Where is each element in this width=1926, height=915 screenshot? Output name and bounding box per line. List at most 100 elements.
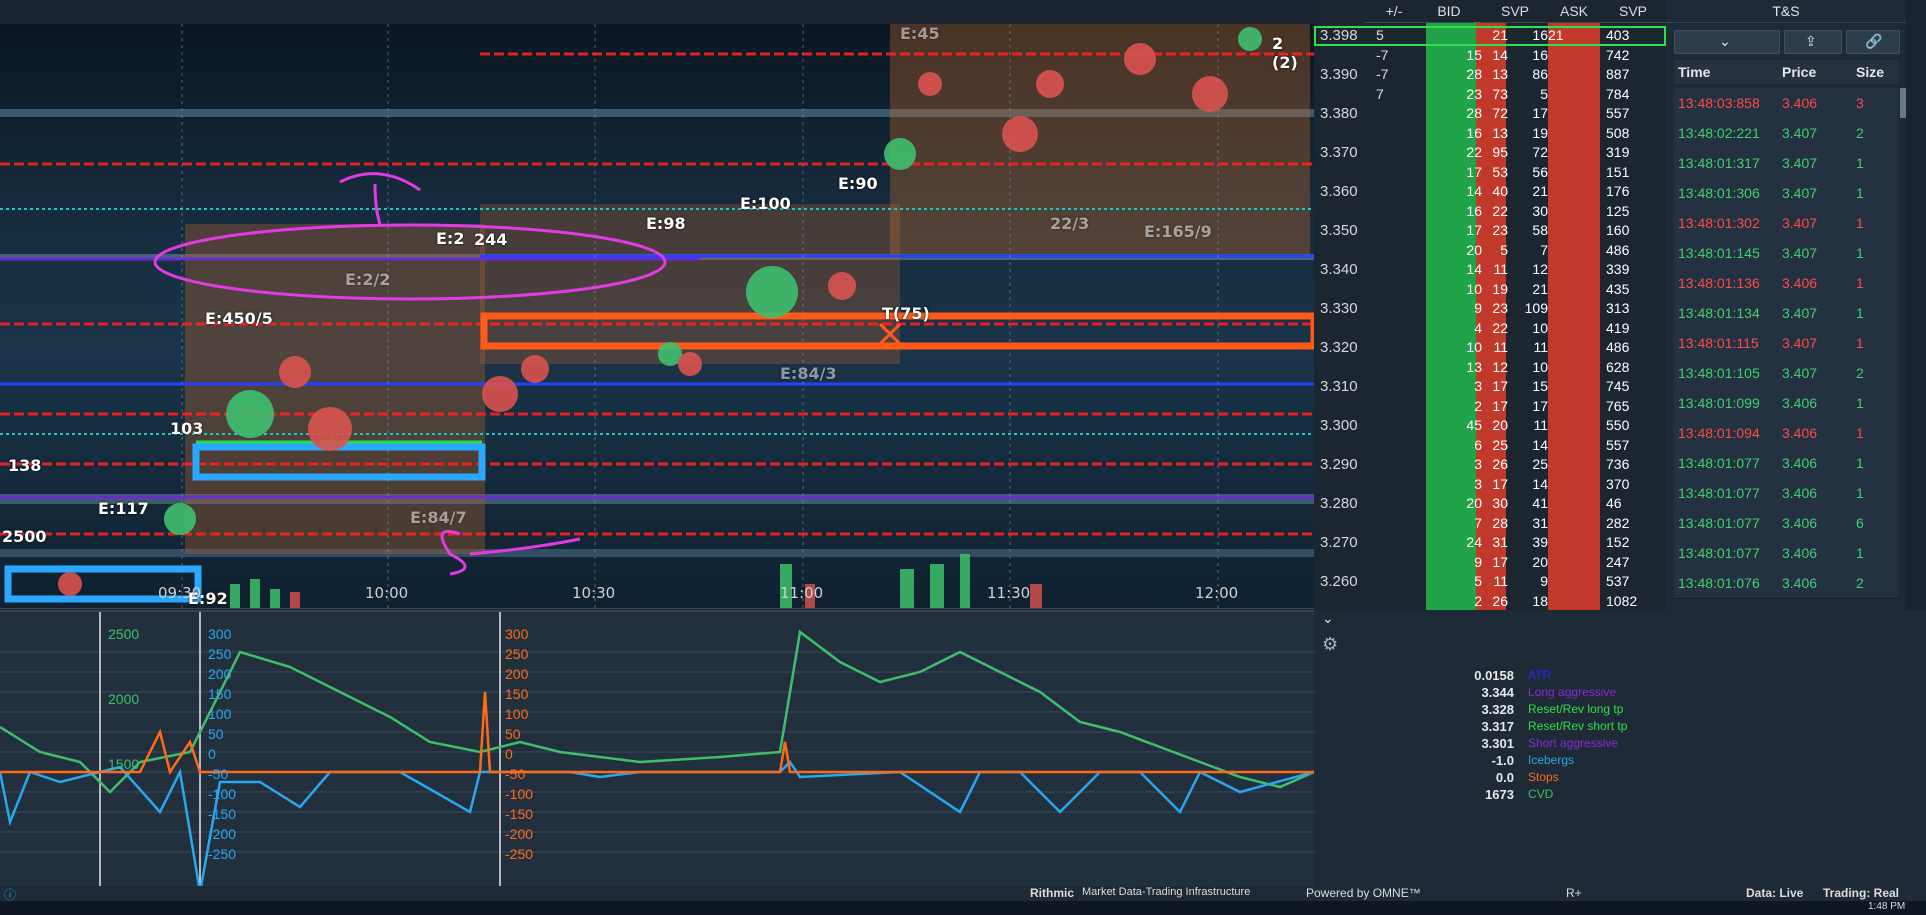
ts-price: 3.407 bbox=[1782, 125, 1818, 141]
ts-header-size[interactable]: Size bbox=[1856, 64, 1885, 80]
ladder-row[interactable]: 2 26 18 1082 bbox=[1314, 590, 1666, 613]
ladder-row[interactable]: 3.360 14 40 21 176 bbox=[1314, 180, 1666, 203]
ts-row[interactable]: 13:48:01:077 3.406 1 bbox=[1674, 538, 1898, 569]
marker-label[interactable]: 2500 bbox=[2, 527, 47, 546]
ladder-pm: -7 bbox=[1376, 66, 1389, 82]
ts-row[interactable]: 13:48:01:099 3.406 1 bbox=[1674, 388, 1898, 419]
heatmap-chart[interactable]: E:450/5 E:117 E:92 E:2 244 E:98 E:100 E:… bbox=[0, 24, 1314, 609]
ts-row[interactable]: 13:48:01:145 3.407 1 bbox=[1674, 238, 1898, 269]
marker-label[interactable]: E:100 bbox=[740, 194, 791, 213]
price-ladder[interactable]: +/- BID SVP ASK SVP 3.398 5 21 16 21 403 -7 15 1… bbox=[1314, 0, 1666, 610]
marker-label[interactable]: E:90 bbox=[838, 174, 878, 193]
ts-row[interactable]: 13:48:01:094 3.406 1 bbox=[1674, 418, 1898, 449]
header-svp-ask[interactable]: SVP bbox=[1600, 0, 1666, 23]
ts-row[interactable]: 13:48:01:077 3.406 1 bbox=[1674, 478, 1898, 509]
info-icon[interactable]: ⓘ bbox=[4, 888, 17, 902]
ts-row[interactable]: 13:48:01:076 3.406 2 bbox=[1674, 568, 1898, 599]
ladder-row[interactable]: 3.340 14 11 12 339 bbox=[1314, 258, 1666, 281]
ladder-svp: 419 bbox=[1606, 319, 1630, 336]
ladder-row[interactable]: 3.320 10 11 11 486 bbox=[1314, 336, 1666, 359]
ts-row[interactable]: 13:48:01:105 3.407 2 bbox=[1674, 358, 1898, 389]
ladder-bid: 3 bbox=[1474, 475, 1482, 492]
ladder-row[interactable]: 3.398 5 21 16 21 403 bbox=[1314, 24, 1666, 47]
ts-header-price[interactable]: Price bbox=[1782, 64, 1817, 80]
marker-label[interactable]: 2 (2) bbox=[1272, 34, 1298, 72]
ladder-row[interactable]: 7 28 31 282 bbox=[1314, 512, 1666, 535]
ladder-svp: 435 bbox=[1606, 280, 1630, 297]
marker-label[interactable]: 103 bbox=[170, 419, 204, 438]
share-button[interactable]: ⇪ bbox=[1784, 30, 1842, 54]
ts-row[interactable]: 13:48:01:302 3.407 1 bbox=[1674, 208, 1898, 239]
marker-label[interactable]: E:92 bbox=[188, 589, 228, 608]
ladder-row[interactable]: 3.260 5 11 9 537 bbox=[1314, 570, 1666, 593]
ladder-row[interactable]: -7 15 14 16 742 bbox=[1314, 44, 1666, 67]
ladder-row[interactable]: 7 23 73 5 784 bbox=[1314, 83, 1666, 106]
marker-label[interactable]: E:450/5 bbox=[205, 309, 273, 328]
ladder-row[interactable]: 3.380 28 72 17 557 bbox=[1314, 102, 1666, 125]
ladder-row[interactable]: 3.300 45 20 11 550 bbox=[1314, 414, 1666, 437]
ts-row[interactable]: 13:48:03:858 3.406 3 bbox=[1674, 88, 1898, 119]
ladder-row[interactable]: 10 19 21 435 bbox=[1314, 278, 1666, 301]
ladder-svp: 557 bbox=[1606, 436, 1630, 453]
ladder-price: 3.280 bbox=[1320, 495, 1358, 512]
ts-scrollbar[interactable] bbox=[1900, 88, 1906, 118]
ladder-row[interactable]: 3.290 3 26 25 736 bbox=[1314, 453, 1666, 476]
legend-name: Reset/Rev long tp bbox=[1528, 702, 1624, 716]
ladder-bid: 3 bbox=[1474, 456, 1482, 472]
ladder-row[interactable]: 3 17 14 370 bbox=[1314, 473, 1666, 496]
ladder-row[interactable]: 6 25 14 557 bbox=[1314, 434, 1666, 457]
ladder-row[interactable]: 3.370 22 95 72 319 bbox=[1314, 141, 1666, 164]
ladder-row[interactable]: 3.350 17 23 58 160 bbox=[1314, 219, 1666, 242]
ladder-svp: 176 bbox=[1606, 183, 1630, 199]
ts-row[interactable]: 13:48:01:317 3.407 1 bbox=[1674, 148, 1898, 179]
iceberg-axis-label: 50 bbox=[208, 726, 224, 742]
header-bid[interactable]: BID bbox=[1424, 0, 1474, 23]
ts-row[interactable]: 13:48:01:077 3.406 6 bbox=[1674, 508, 1898, 539]
ts-header-time[interactable]: Time bbox=[1678, 64, 1711, 80]
collapse-chevron-icon[interactable]: ⌄ bbox=[1322, 610, 1334, 626]
ladder-row[interactable]: 3.310 3 17 15 745 bbox=[1314, 375, 1666, 398]
header-ask[interactable]: ASK bbox=[1548, 0, 1600, 23]
ladder-row[interactable]: 16 22 30 125 bbox=[1314, 200, 1666, 223]
legend-name: Icebergs bbox=[1528, 753, 1575, 767]
ts-row[interactable]: 13:48:01:134 3.407 1 bbox=[1674, 298, 1898, 329]
ladder-svpb: 19 bbox=[1492, 280, 1508, 297]
header-pm[interactable]: +/- bbox=[1364, 0, 1424, 23]
marker-label[interactable]: E:2 bbox=[436, 229, 465, 248]
ladder-row[interactable]: 9 17 20 247 bbox=[1314, 551, 1666, 574]
ladder-row[interactable]: 13 12 10 628 bbox=[1314, 356, 1666, 379]
ts-row[interactable]: 13:48:01:306 3.407 1 bbox=[1674, 178, 1898, 209]
ladder-row[interactable]: 3.280 20 30 41 46 bbox=[1314, 492, 1666, 515]
header-svp-bid[interactable]: SVP bbox=[1480, 0, 1550, 23]
link-button[interactable]: 🔗 bbox=[1846, 30, 1900, 54]
indicator-pane[interactable]: 2500 2000 1500 300 250 200 150 100 50 0 -50 -100 -15… bbox=[0, 610, 1314, 888]
ladder-row[interactable]: 3.270 24 31 39 152 bbox=[1314, 531, 1666, 554]
time-and-sales-panel[interactable]: T&S ⌄ ⇪ 🔗 Time Price Size 13:48:03:858 3.… bbox=[1666, 0, 1906, 610]
ladder-svpb: 25 bbox=[1492, 436, 1508, 453]
ts-size: 2 bbox=[1856, 575, 1864, 591]
ladder-row[interactable]: 3.330 9 23 109 313 bbox=[1314, 297, 1666, 320]
ladder-price: 3.380 bbox=[1320, 105, 1358, 122]
ladder-row[interactable]: 16 13 19 508 bbox=[1314, 122, 1666, 145]
ladder-row[interactable]: 4 22 10 419 bbox=[1314, 317, 1666, 340]
marker-label[interactable]: 244 bbox=[474, 230, 508, 249]
ts-row[interactable]: 13:48:02:221 3.407 2 bbox=[1674, 118, 1898, 149]
marker-label[interactable]: E:98 bbox=[646, 214, 686, 233]
gear-icon[interactable]: ⚙ bbox=[1322, 634, 1339, 654]
marker-label[interactable]: 138 bbox=[8, 456, 42, 475]
ladder-row[interactable]: 3.390 -7 28 13 86 887 bbox=[1314, 63, 1666, 86]
marker-label[interactable]: T(75) bbox=[882, 304, 930, 323]
ts-time: 13:48:01:077 bbox=[1678, 485, 1760, 501]
ladder-pm: 5 bbox=[1376, 27, 1384, 43]
ts-time: 13:48:02:221 bbox=[1678, 125, 1760, 141]
ts-row[interactable]: 13:48:01:115 3.407 1 bbox=[1674, 328, 1898, 359]
ts-dropdown-button[interactable]: ⌄ bbox=[1674, 30, 1780, 54]
ladder-svp: 370 bbox=[1606, 475, 1630, 492]
ladder-row[interactable]: 17 53 56 151 bbox=[1314, 161, 1666, 184]
ladder-row[interactable]: 20 5 7 486 bbox=[1314, 239, 1666, 262]
ts-row[interactable]: 13:48:01:077 3.406 1 bbox=[1674, 448, 1898, 479]
ladder-row[interactable]: 2 17 17 765 bbox=[1314, 395, 1666, 418]
ts-row[interactable]: 13:48:01:136 3.406 1 bbox=[1674, 268, 1898, 299]
marker-label[interactable]: E:117 bbox=[98, 499, 149, 518]
svp-ask-bg bbox=[1600, 22, 1666, 610]
